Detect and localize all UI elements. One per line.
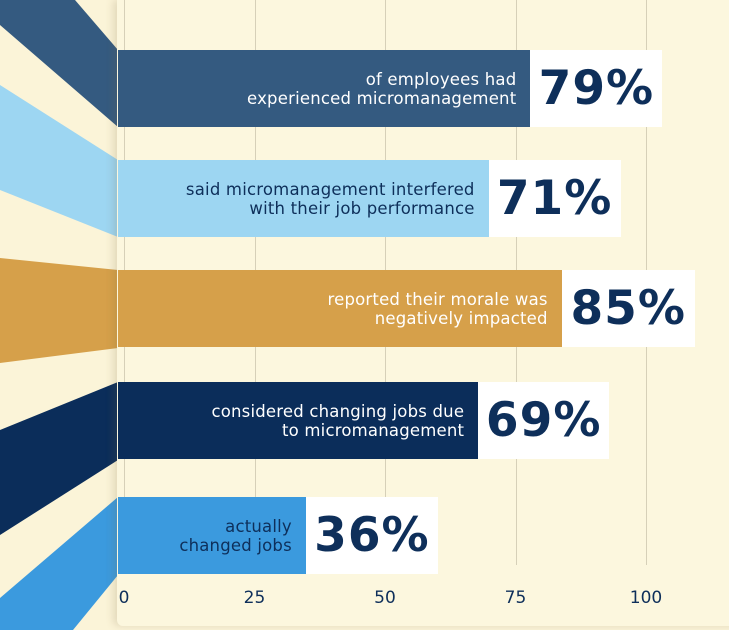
bar: reported their morale was negatively impa… (118, 270, 562, 347)
bar-label: of employees had experienced micromanagem… (247, 70, 516, 108)
x-tick-label: 100 (629, 588, 663, 608)
bar: of employees had experienced micromanagem… (118, 50, 531, 127)
ribbon-1 (0, 0, 118, 127)
bar-label-line: of employees had (365, 69, 517, 89)
bar: actually changed jobs (118, 497, 306, 574)
ribbon-2 (0, 85, 118, 237)
bar-label-line: considered changing jobs due (211, 401, 465, 421)
bar-label: actually changed jobs (179, 517, 292, 555)
value-label: 69% (478, 382, 610, 459)
bar-label-line: negatively impacted (374, 308, 548, 328)
bar-label: reported their morale was negatively impa… (327, 290, 547, 328)
bar-label-line: with their job performance (249, 198, 475, 218)
x-tick-label: 50 (374, 588, 396, 608)
value-label: 36% (305, 497, 438, 574)
ribbon-4 (0, 382, 118, 535)
bar: said micromanagement interfered with thei… (118, 160, 489, 237)
ribbon-3 (0, 258, 118, 363)
bar-label-line: said micromanagement interfered (185, 179, 475, 199)
value-label: 71% (488, 160, 621, 237)
bar-label: considered changing jobs due to micromana… (211, 402, 464, 440)
bar-label-line: reported their morale was (327, 289, 548, 309)
bar-label-line: experienced micromanagement (247, 88, 517, 108)
value-label: 79% (530, 50, 663, 127)
bar-label-line: changed jobs (179, 535, 292, 555)
bar-label: said micromanagement interfered with thei… (186, 180, 475, 218)
bar: considered changing jobs due to micromana… (118, 382, 479, 459)
value-label: 85% (561, 270, 695, 347)
bar-label-line: actually (225, 516, 292, 536)
ribbon-5 (0, 497, 118, 630)
x-tick-label: 25 (243, 588, 266, 608)
bar-label-line: to micromanagement (281, 420, 465, 440)
x-tick-label: 75 (504, 588, 527, 608)
x-tick-label: 0 (118, 588, 130, 608)
